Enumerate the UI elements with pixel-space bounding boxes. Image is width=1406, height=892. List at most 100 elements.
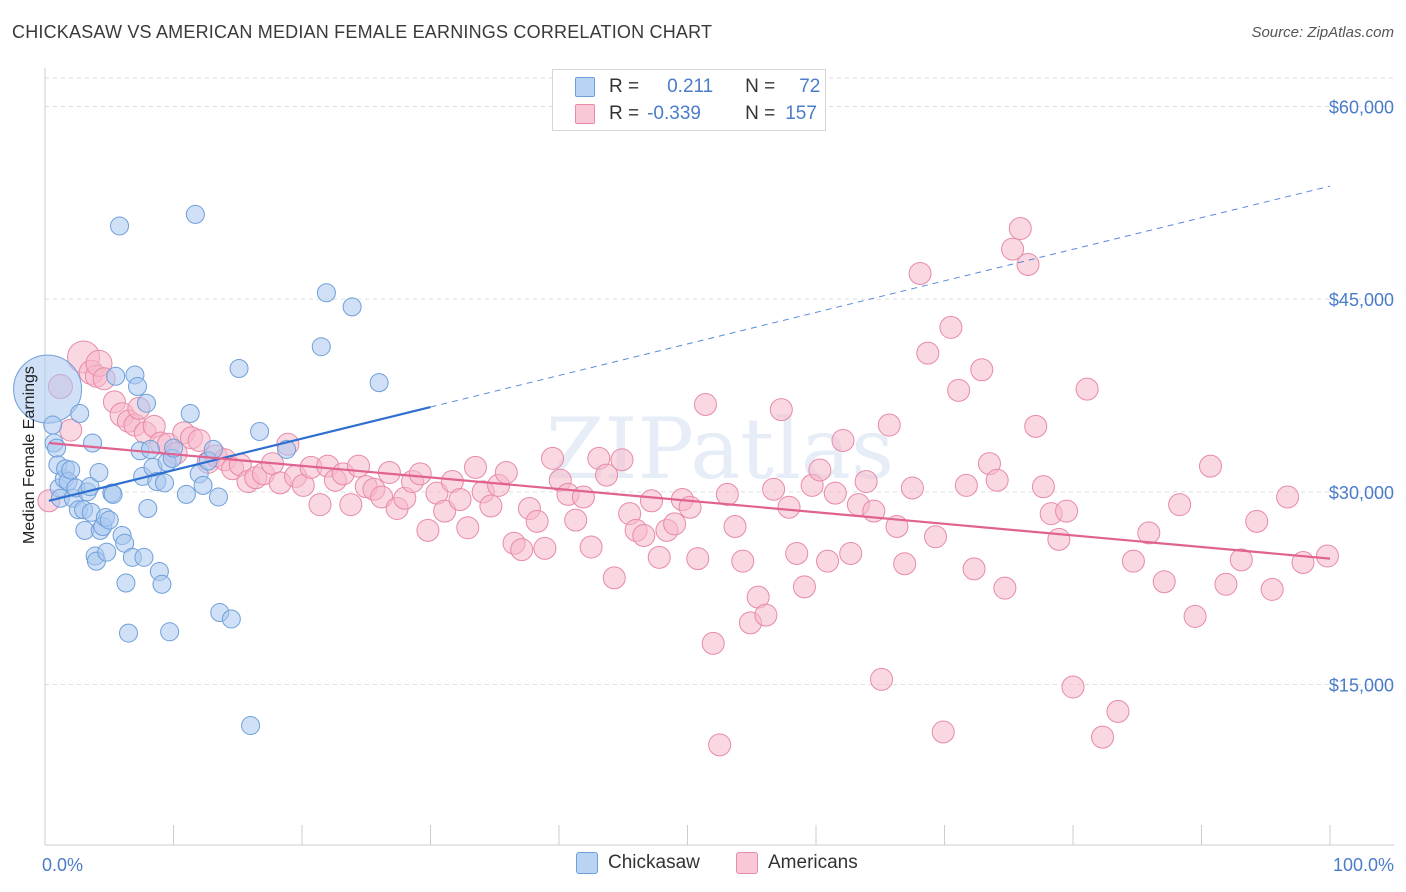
chickasaw-point: [103, 484, 123, 504]
y-tick-label: $30,000: [1329, 483, 1394, 503]
n-value: 157: [785, 103, 817, 124]
americans-point: [870, 667, 894, 691]
chickasaw-point: [316, 283, 336, 303]
americans-point: [647, 545, 671, 569]
americans-point: [602, 566, 626, 590]
chickasaw-point: [155, 473, 175, 493]
americans-point: [1024, 414, 1048, 438]
series-legend: Chickasaw Americans: [0, 852, 1406, 876]
chickasaw-point: [193, 475, 213, 495]
americans-point: [754, 603, 778, 627]
y-tick-label: $45,000: [1329, 290, 1394, 310]
chickasaw-points: [13, 204, 389, 736]
chickasaw-point: [134, 547, 154, 567]
source-label: Source: ZipAtlas.com: [1251, 24, 1394, 41]
americans-point: [924, 525, 948, 549]
chickasaw-point: [180, 403, 200, 423]
chickasaw-point: [70, 403, 90, 423]
americans-point: [962, 557, 986, 581]
r-label: R =: [609, 76, 640, 97]
americans-point: [433, 499, 457, 523]
americans-point: [1183, 604, 1207, 628]
americans-point: [792, 575, 816, 599]
americans-point: [308, 493, 332, 517]
americans-point: [1198, 454, 1222, 478]
legend-item-chickasaw: Chickasaw: [576, 852, 700, 874]
grid-lines: [45, 77, 1394, 685]
americans-point: [1001, 237, 1025, 261]
chickasaw-point: [138, 499, 158, 519]
americans-point: [708, 733, 732, 757]
axes: [44, 68, 1394, 846]
americans-point: [785, 541, 809, 565]
legend-row-chickasaw: R = 0.211 N = 72: [575, 74, 820, 100]
chickasaw-swatch: [575, 77, 595, 97]
chickasaw-point: [164, 438, 183, 458]
americans-point: [479, 494, 503, 518]
americans-point: [769, 398, 793, 422]
americans-point: [908, 261, 932, 285]
americans-point: [877, 413, 901, 437]
americans-point: [1245, 509, 1269, 533]
chickasaw-point: [61, 460, 81, 480]
americans-point: [731, 549, 755, 573]
r-value: -0.339: [647, 103, 701, 124]
chickasaw-point: [221, 609, 241, 629]
trend-lines: [48, 185, 1331, 560]
americans-point: [947, 378, 971, 402]
chickasaw-point: [176, 484, 196, 504]
chickasaw-point: [119, 623, 139, 643]
n-label: N =: [745, 103, 776, 124]
americans-point: [1121, 549, 1145, 573]
americans-swatch: [575, 104, 595, 124]
americans-point: [1276, 485, 1300, 509]
americans-point: [632, 523, 656, 547]
chart-title: CHICKASAW VS AMERICAN MEDIAN FEMALE EARN…: [12, 22, 713, 42]
americans-point: [448, 488, 472, 512]
americans-point: [1315, 544, 1339, 568]
americans-point: [693, 392, 717, 416]
x-tick-label-max: 100.0%: [1333, 855, 1394, 875]
y-tick-label: $60,000: [1329, 98, 1394, 118]
americans-point: [1008, 217, 1032, 241]
americans-point: [610, 448, 634, 472]
americans-point: [1016, 252, 1040, 276]
americans-point: [370, 485, 394, 509]
chickasaw-point: [152, 574, 172, 594]
americans-point: [993, 576, 1017, 600]
americans-point: [1061, 675, 1085, 699]
americans-swatch: [736, 852, 758, 874]
americans-point: [595, 463, 619, 487]
americans-point: [564, 508, 588, 532]
chickasaw-point: [277, 439, 297, 459]
americans-point: [456, 516, 480, 540]
x-tick-label-min: 0.0%: [42, 855, 83, 875]
y-axis-label: Median Female Earnings: [21, 366, 38, 544]
americans-point: [777, 495, 801, 519]
chickasaw-point: [369, 373, 389, 393]
correlation-legend: R = 0.211 N = 72 R = -0.339 N = 157: [552, 69, 826, 131]
chickasaw-point: [47, 438, 67, 458]
americans-point: [663, 512, 687, 536]
americans-point: [1047, 527, 1071, 551]
chickasaw-point: [311, 337, 331, 357]
legend-label-chickasaw: Chickasaw: [608, 852, 700, 873]
chickasaw-swatch: [576, 852, 598, 874]
chickasaw-point: [128, 377, 148, 397]
americans-point: [816, 549, 840, 573]
n-value: 72: [799, 76, 821, 97]
americans-point: [408, 462, 432, 486]
americans-point: [985, 468, 1009, 492]
chickasaw-point: [160, 622, 180, 642]
americans-point: [954, 473, 978, 497]
americans-point: [1075, 377, 1099, 401]
legend-item-americans: Americans: [736, 852, 858, 874]
americans-point: [1260, 577, 1284, 601]
americans-point: [970, 358, 994, 382]
americans-point: [900, 476, 924, 500]
chickasaw-point: [208, 487, 228, 507]
americans-point: [839, 541, 863, 565]
chickasaw-point: [140, 439, 160, 459]
americans-point: [1152, 570, 1176, 594]
